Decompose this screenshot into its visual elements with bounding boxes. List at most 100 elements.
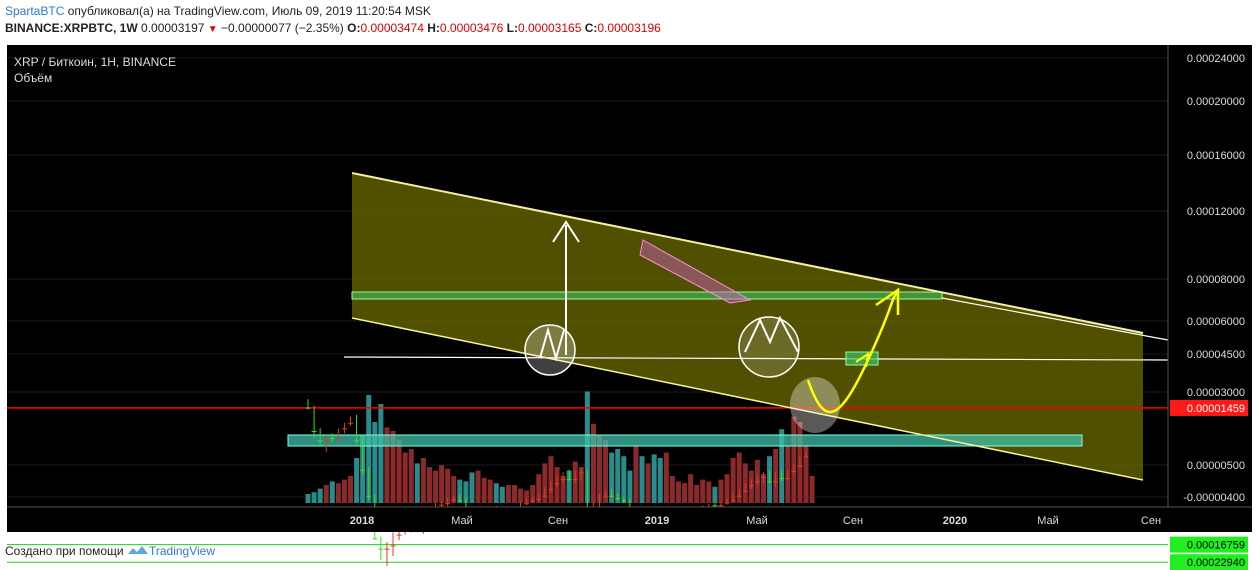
volume-bar xyxy=(335,483,341,503)
chart-title: XRP / Биткоин, 1Н, BINANCE xyxy=(14,55,176,69)
candle-body xyxy=(615,498,621,500)
volume-bar xyxy=(463,481,469,503)
candle-body xyxy=(378,548,384,550)
candle-body xyxy=(754,481,760,483)
volume-bar xyxy=(366,395,372,503)
volume-bar xyxy=(584,391,590,503)
y-tick-label: 0.00008000 xyxy=(1187,274,1245,286)
volume-bar xyxy=(408,449,414,503)
volume-bar xyxy=(694,485,700,503)
y-tick-label: 0.00012000 xyxy=(1187,206,1245,218)
candle-body xyxy=(451,499,457,501)
volume-bar xyxy=(682,483,688,503)
up-arrow-head xyxy=(552,220,580,243)
candle-body xyxy=(530,500,536,502)
price-axis[interactable] xyxy=(1168,45,1252,507)
level-tag-label: 0.00016759 xyxy=(1187,540,1245,552)
channel-extension xyxy=(941,297,1169,341)
volume-bar xyxy=(548,456,554,503)
created-with-text: Создано при помощи xyxy=(5,544,124,558)
volume-bar xyxy=(348,476,354,503)
volume-bar xyxy=(657,458,663,503)
volume-bar xyxy=(372,422,378,503)
candle-body xyxy=(439,504,445,506)
level-tag-label: 0.00022940 xyxy=(1187,557,1245,569)
volume-bar xyxy=(669,476,675,503)
volume-bar xyxy=(633,445,639,503)
candle-body xyxy=(323,440,329,442)
candle-body xyxy=(311,430,317,432)
volume-bar xyxy=(627,470,633,503)
candle-body xyxy=(457,500,463,502)
candle-body xyxy=(803,456,809,458)
volume-bar xyxy=(433,470,439,503)
volume-bar xyxy=(341,479,347,503)
y-axis-labels: 0.00024000 0.00020000 0.00016000 0.00012000… xyxy=(1183,53,1245,504)
publish-info: SpartaBTC опубликовал(а) на TradingView.… xyxy=(5,4,431,18)
volume-bar xyxy=(414,463,420,503)
level-tag xyxy=(1170,536,1248,553)
volume-bar xyxy=(505,485,511,503)
candle-body xyxy=(548,488,554,490)
author-link[interactable]: SpartaBTC xyxy=(5,4,65,18)
volume-bar xyxy=(469,472,475,503)
candle-body xyxy=(773,481,779,483)
volume-bar xyxy=(475,470,481,503)
y-tick-label: 0.00024000 xyxy=(1187,53,1245,65)
volume-bar xyxy=(736,452,742,503)
volume-bar xyxy=(560,476,566,503)
volume-bar xyxy=(590,423,596,503)
volume-bar xyxy=(566,470,572,503)
x-tick-label: Сен xyxy=(548,515,568,527)
volume-bar xyxy=(354,458,360,503)
volume-bar xyxy=(712,486,718,503)
volume-bar xyxy=(609,452,615,503)
price-change: −0.00000077 (−2.35%) xyxy=(221,21,344,35)
footer: Создано при помощи TradingView xyxy=(5,543,215,558)
x-tick-label: Сен xyxy=(1141,515,1161,527)
volume-bar xyxy=(542,463,548,503)
volume-bar xyxy=(323,485,329,503)
candle-body xyxy=(730,500,736,502)
volume-bar xyxy=(511,485,517,503)
volume-bar xyxy=(530,485,536,503)
volume-bar xyxy=(760,474,766,503)
volume-bar xyxy=(329,481,335,503)
accumulation-zone xyxy=(287,434,1083,447)
channel-top-line xyxy=(351,172,1144,334)
volume-bar xyxy=(700,479,706,503)
volume-bar xyxy=(730,458,736,503)
projection-mid-arrow xyxy=(855,351,870,368)
volume-bar xyxy=(420,458,426,503)
candle-body xyxy=(335,438,341,440)
level-tag-label: 0.00001459 xyxy=(1187,403,1245,415)
neckline xyxy=(343,356,1169,361)
candle-body xyxy=(797,465,803,467)
volume-bar xyxy=(451,476,457,503)
projection-arrow-head xyxy=(875,287,900,315)
tradingview-brand[interactable]: TradingView xyxy=(148,544,216,558)
ohlc-header: BINANCE:XRPBTC, 1W 0.00003197 ▼ −0.00000… xyxy=(5,21,661,35)
open-label: O: xyxy=(347,21,361,35)
volume-bar xyxy=(439,465,445,503)
volume-bar xyxy=(803,445,809,503)
time-axis[interactable] xyxy=(7,507,1252,532)
volume-bar xyxy=(791,416,797,503)
falling-wedge xyxy=(639,239,752,304)
candle-body xyxy=(542,495,548,497)
double-bottom-sketch xyxy=(539,326,565,362)
level-tag xyxy=(1170,399,1248,416)
volume-bar xyxy=(402,452,408,503)
volume-bar xyxy=(311,492,317,503)
close-label: C: xyxy=(584,21,598,35)
candle-body xyxy=(384,548,390,550)
x-tick-label: 2018 xyxy=(350,515,374,527)
candle-body xyxy=(572,479,578,481)
volume-bar xyxy=(390,431,396,503)
candle-body xyxy=(767,481,773,483)
volume-bar xyxy=(378,404,384,503)
volume-bar xyxy=(499,486,505,503)
volume-bar xyxy=(481,477,487,503)
candle-body xyxy=(317,440,323,442)
